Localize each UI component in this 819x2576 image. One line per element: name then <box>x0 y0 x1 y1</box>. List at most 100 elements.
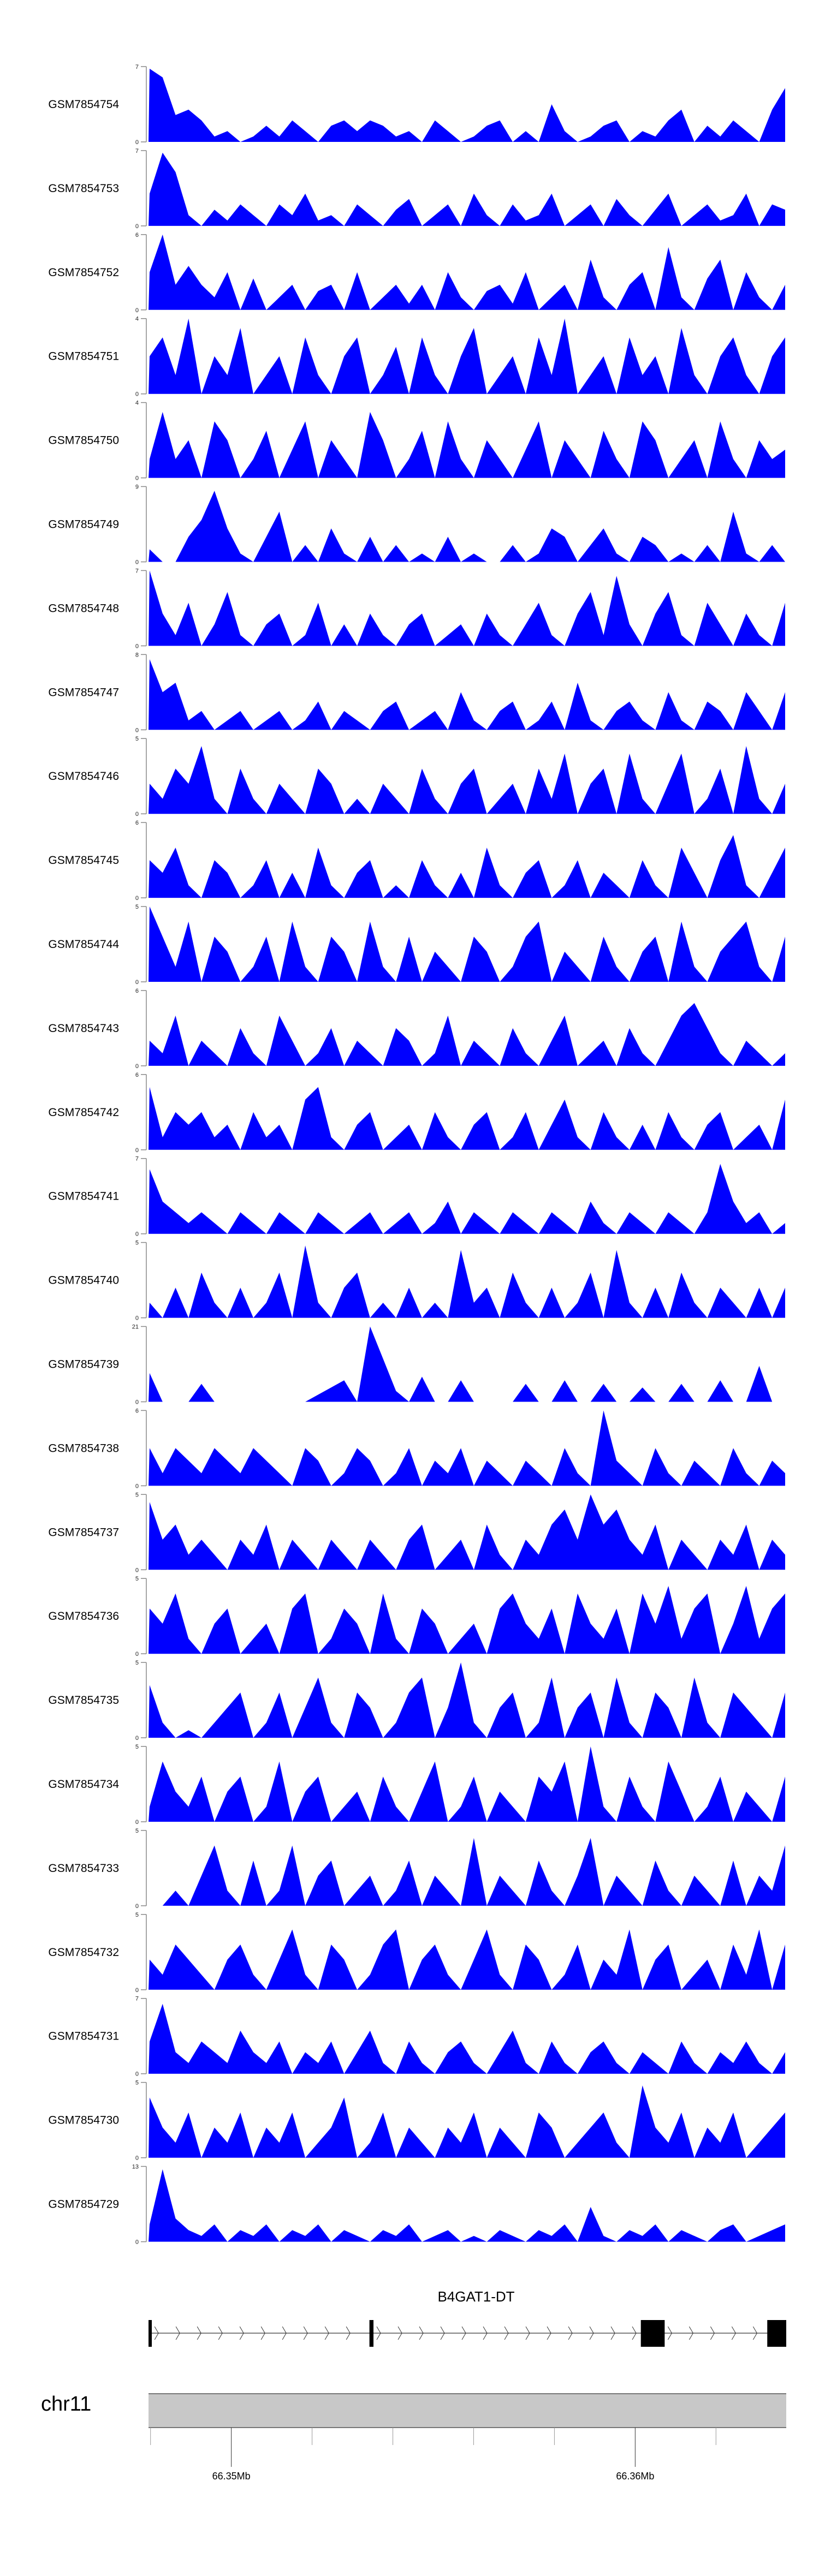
strand-chevron-icon <box>504 2326 509 2340</box>
track-label: GSM7854738 <box>48 1442 119 1454</box>
data-track: GSM7854753 7 0 <box>48 148 785 230</box>
coverage-area <box>149 1746 785 1822</box>
track-label: GSM7854732 <box>48 1946 119 1959</box>
y-tick-label-zero: 0 <box>135 1987 139 1994</box>
gene-label: B4GAT1-DT <box>437 2288 514 2305</box>
track-label: GSM7854752 <box>48 266 119 279</box>
coverage-area <box>149 491 785 562</box>
track-label: GSM7854754 <box>48 98 119 111</box>
data-track: GSM7854731 7 0 <box>48 1996 785 2078</box>
strand-chevron-icon <box>667 2326 672 2340</box>
exon <box>767 2320 786 2347</box>
data-track: GSM7854746 5 0 <box>48 736 785 818</box>
strand-chevron-icon <box>710 2326 715 2340</box>
strand-chevron-icon <box>282 2326 287 2340</box>
coverage-area <box>149 1929 785 1990</box>
strand-chevron-icon <box>689 2326 693 2340</box>
strand-chevron-icon <box>346 2326 351 2340</box>
coverage-area <box>149 412 785 478</box>
coverage-area <box>149 318 785 394</box>
data-track: GSM7854742 6 0 <box>48 1072 785 1154</box>
track-label: GSM7854747 <box>48 686 119 699</box>
track-label: GSM7854748 <box>48 602 119 615</box>
y-tick-label-max: 7 <box>135 568 139 574</box>
data-track: GSM7854751 4 0 <box>48 316 785 398</box>
coverage-area <box>149 659 785 730</box>
y-tick-label-max: 5 <box>135 1912 139 1918</box>
coverage-area <box>149 234 785 310</box>
strand-chevron-icon <box>324 2326 329 2340</box>
y-tick-label-max: 5 <box>135 1660 139 1666</box>
y-tick-label-zero: 0 <box>135 1147 139 1154</box>
coverage-area <box>149 1662 785 1738</box>
y-tick-label-zero: 0 <box>135 559 139 566</box>
data-track: GSM7854735 5 0 <box>48 1660 785 1742</box>
y-tick-label-zero: 0 <box>135 1567 139 1573</box>
strand-chevron-icon <box>547 2326 551 2340</box>
y-tick-label-zero: 0 <box>135 307 139 314</box>
coverage-area <box>149 907 785 982</box>
strand-chevron-icon <box>632 2326 637 2340</box>
y-tick-label-max: 6 <box>135 820 139 826</box>
strand-chevron-icon <box>397 2326 402 2340</box>
coverage-area <box>149 1326 785 1402</box>
strand-chevron-icon <box>197 2326 201 2340</box>
data-track: GSM7854749 9 0 <box>48 484 785 566</box>
y-tick-label-max: 7 <box>135 64 139 70</box>
y-tick-label-zero: 0 <box>135 1231 139 1238</box>
exon <box>640 2320 665 2347</box>
strand-chevron-icon <box>239 2326 244 2340</box>
strand-chevron-icon <box>610 2326 615 2340</box>
y-tick-label-max: 6 <box>135 988 139 994</box>
y-tick-label-max: 5 <box>135 1576 139 1582</box>
y-tick-label-zero: 0 <box>135 475 139 482</box>
data-track: GSM7854737 5 0 <box>48 1492 785 1573</box>
coverage-area <box>149 1586 785 1654</box>
axis-tick-label: 66.35Mb <box>212 2471 251 2482</box>
y-tick-label-max: 9 <box>135 484 139 491</box>
strand-chevron-icon <box>154 2326 159 2340</box>
y-tick-label-max: 7 <box>135 148 139 154</box>
data-track: GSM7854745 6 0 <box>48 820 785 902</box>
coverage-area <box>149 835 785 898</box>
y-tick-label-zero: 0 <box>135 1399 139 1406</box>
coverage-area <box>149 1164 785 1234</box>
coverage-area <box>149 2169 785 2242</box>
y-tick-label-max: 13 <box>132 2164 139 2170</box>
y-tick-label-max: 4 <box>135 400 139 407</box>
y-tick-label-max: 5 <box>135 1240 139 1247</box>
track-label: GSM7854731 <box>48 2030 119 2043</box>
track-label: GSM7854734 <box>48 1778 119 1791</box>
exon <box>369 2320 374 2347</box>
y-tick-label-zero: 0 <box>135 979 139 986</box>
y-tick-label-zero: 0 <box>135 895 139 902</box>
data-track: GSM7854738 6 0 <box>48 1408 785 1489</box>
y-tick-label-zero: 0 <box>135 1063 139 1070</box>
coverage-area <box>149 1410 785 1486</box>
coverage-area <box>149 570 785 646</box>
strand-chevron-icon <box>525 2326 530 2340</box>
y-tick-label-zero: 0 <box>135 1483 139 1489</box>
data-track: GSM7854729 13 0 <box>48 2164 785 2246</box>
y-tick-label-max: 5 <box>135 904 139 910</box>
coverage-area <box>149 1494 785 1570</box>
y-tick-label-max: 5 <box>135 736 139 742</box>
y-tick-label-max: 5 <box>135 1492 139 1498</box>
data-track: GSM7854736 5 0 <box>48 1576 785 1657</box>
y-tick-label-max: 8 <box>135 652 139 658</box>
strand-chevron-icon <box>376 2326 381 2340</box>
strand-chevron-icon <box>731 2326 736 2340</box>
data-track: GSM7854750 4 0 <box>48 400 785 482</box>
y-tick-label-max: 5 <box>135 1744 139 1750</box>
data-track: GSM7854743 6 0 <box>48 988 785 1070</box>
data-track: GSM7854732 5 0 <box>48 1912 785 1994</box>
strand-chevron-icon <box>589 2326 594 2340</box>
coverage-area <box>149 1087 785 1150</box>
y-tick-label-zero: 0 <box>135 1735 139 1742</box>
coverage-area <box>149 1003 785 1066</box>
track-label: GSM7854744 <box>48 938 119 951</box>
data-track: GSM7854733 5 0 <box>48 1828 785 1910</box>
y-tick-label-zero: 0 <box>135 2239 139 2246</box>
coverage-area <box>149 746 785 814</box>
y-tick-label-zero: 0 <box>135 1903 139 1910</box>
